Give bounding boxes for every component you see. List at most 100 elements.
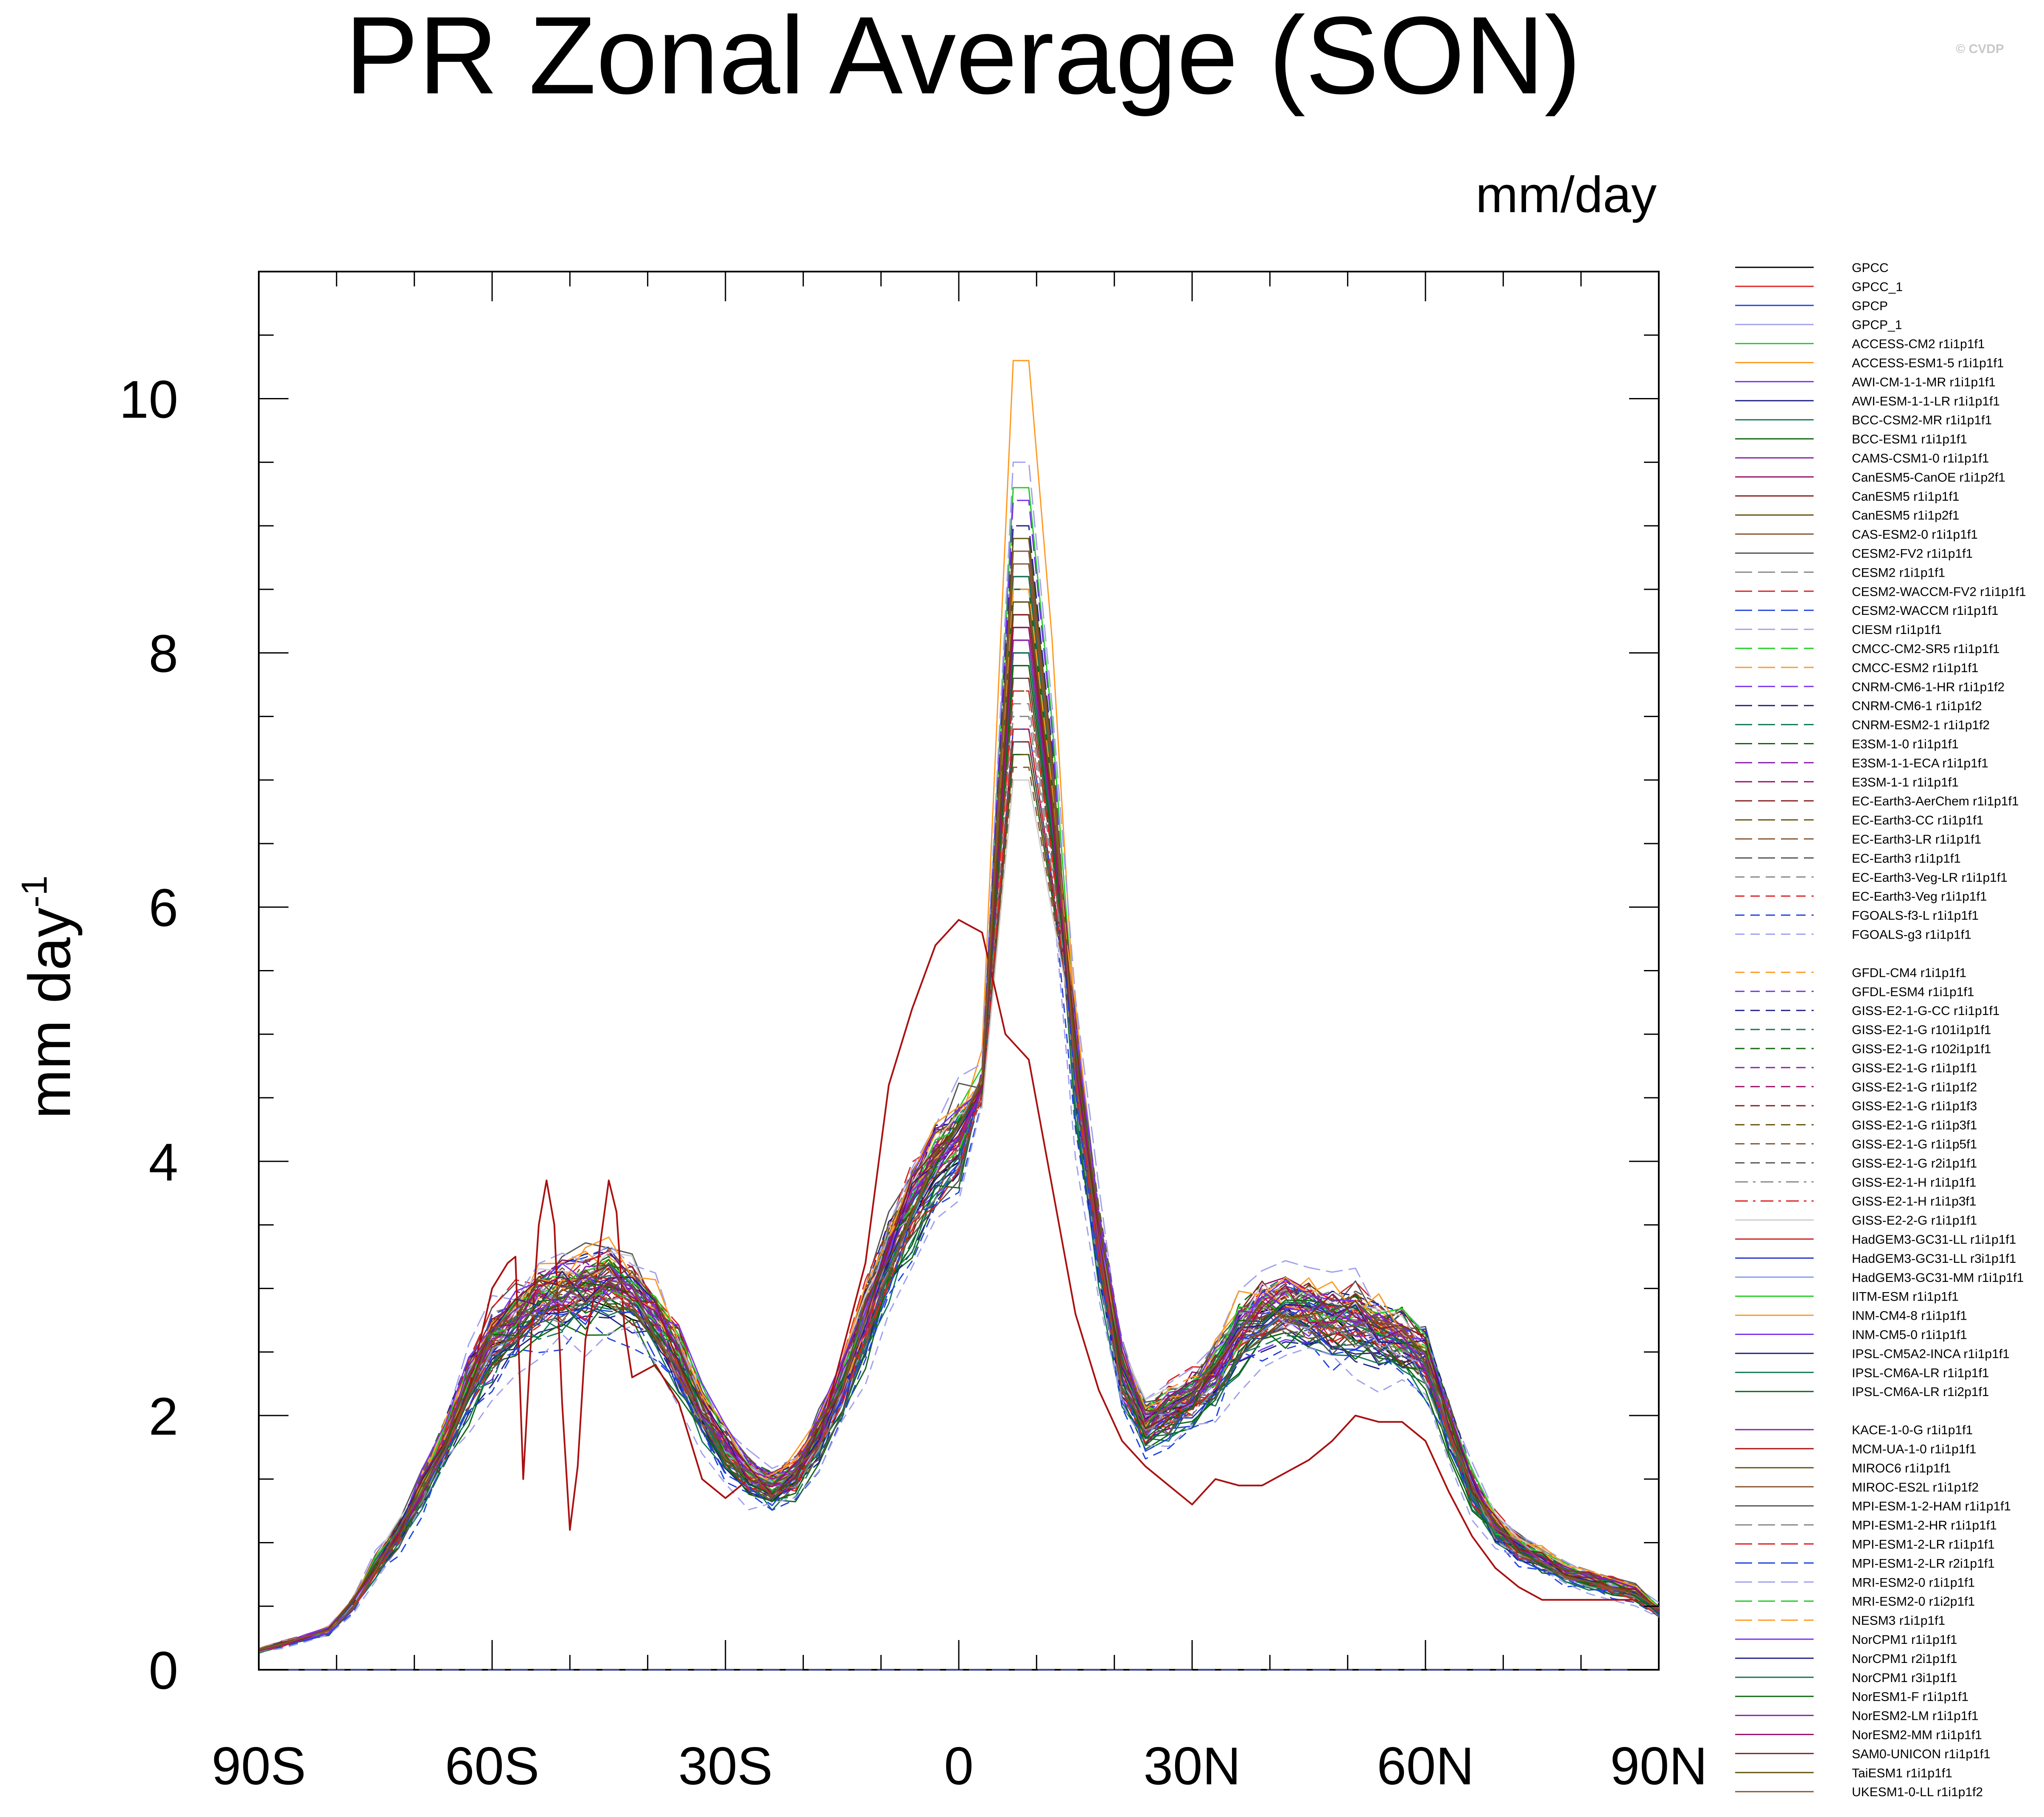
y-tick-label: 4: [148, 1133, 178, 1192]
series-line: [258, 715, 1660, 1650]
legend-label: CanESM5 r1i1p2f1: [1852, 509, 1959, 523]
axis-ticks: 0 2 4 6 8 10 90S 60S 30S 0 30N 60N 90N: [119, 271, 1708, 1796]
chart-title: PR Zonal Average (SON): [345, 0, 1581, 118]
x-tick-label: 60N: [1377, 1737, 1474, 1796]
series-line: [258, 754, 1660, 1651]
series-line: [258, 538, 1659, 1652]
legend-label: IPSL-CM6A-LR r1i1p1f1: [1852, 1366, 1989, 1380]
legend-label: MIROC6 r1i1p1f1: [1852, 1461, 1951, 1475]
legend-label: KACE-1-0-G r1i1p1f1: [1852, 1423, 1973, 1437]
legend-label: E3SM-1-1-ECA r1i1p1f1: [1852, 756, 1988, 770]
legend-label: E3SM-1-0 r1i1p1f1: [1852, 737, 1959, 751]
y-tick-label: 6: [148, 879, 178, 938]
legend-label: GPCC: [1852, 261, 1889, 275]
legend-label: MIROC-ES2L r1i1p1f2: [1852, 1481, 1979, 1495]
legend-label: CESM2-WACCM r1i1p1f1: [1852, 604, 1999, 618]
legend-label: IPSL-CM6A-LR r1i2p1f1: [1852, 1385, 1989, 1399]
legend-label: CESM2 r1i1p1f1: [1852, 566, 1945, 580]
x-tick-label: 0: [944, 1737, 974, 1796]
legend-label: GFDL-CM4 r1i1p1f1: [1852, 966, 1966, 980]
legend-label: GISS-E2-1-G r2i1p1f1: [1852, 1156, 1977, 1170]
legend-label: GPCP_1: [1852, 318, 1902, 332]
legend-label: UKESM1-0-LL r1i1p1f2: [1852, 1785, 1983, 1799]
legend-label: BCC-CSM2-MR r1i1p1f1: [1852, 413, 1992, 427]
series-line: [258, 652, 1659, 1652]
legend-label: NorCPM1 r2i1p1f1: [1852, 1652, 1957, 1666]
legend-label: INM-CM4-8 r1i1p1f1: [1852, 1309, 1967, 1323]
x-tick-label: 90N: [1610, 1737, 1707, 1796]
legend-label: CMCC-ESM2 r1i1p1f1: [1852, 661, 1978, 675]
legend-label: AWI-CM-1-1-MR r1i1p1f1: [1852, 375, 1996, 389]
legend-label: EC-Earth3-CC r1i1p1f1: [1852, 813, 1983, 827]
legend-label: E3SM-1-1 r1i1p1f1: [1852, 775, 1959, 789]
series-line: [258, 538, 1659, 1652]
legend-label: NorESM2-LM r1i1p1f1: [1852, 1709, 1978, 1723]
legend-label: NorCPM1 r3i1p1f1: [1852, 1671, 1957, 1685]
y-tick-label: 2: [148, 1387, 178, 1446]
y-axis-label-text: mm day: [16, 908, 83, 1119]
legend-label: BCC-ESM1 r1i1p1f1: [1852, 432, 1967, 446]
x-tick-label: 30N: [1143, 1737, 1240, 1796]
series-line: [258, 919, 1659, 1652]
legend-label: CNRM-CM6-1 r1i1p1f2: [1852, 699, 1982, 713]
units-label: mm/day: [1476, 166, 1657, 223]
series-line: [258, 614, 1659, 1651]
series-line: [258, 754, 1659, 1649]
legend-label: EC-Earth3-Veg r1i1p1f1: [1852, 890, 1987, 904]
series-line: [258, 741, 1660, 1652]
series-line: [258, 652, 1659, 1651]
legend-label: TaiESM1 r1i1p1f1: [1852, 1766, 1952, 1780]
legend-label: GISS-E2-1-G r1i1p1f3: [1852, 1099, 1977, 1113]
series-line: [258, 639, 1660, 1651]
x-tick-label: 30S: [678, 1737, 773, 1796]
legend-label: IPSL-CM5A2-INCA r1i1p1f1: [1852, 1347, 2010, 1361]
legend-label: MCM-UA-1-0 r1i1p1f1: [1852, 1442, 1976, 1456]
series-line: [258, 576, 1659, 1650]
legend-label: HadGEM3-GC31-MM r1i1p1f1: [1852, 1271, 2024, 1285]
series-line: [258, 766, 1660, 1651]
legend-label: IITM-ESM r1i1p1f1: [1852, 1290, 1959, 1304]
series-line: [258, 576, 1660, 1651]
legend: GPCC GPCC_1 GPCP GPCP_1 ACCESS-CM2 r1i1p1f1 A…: [1735, 261, 2026, 1799]
series-line: [258, 728, 1659, 1650]
legend-label: NorESM2-MM r1i1p1f1: [1852, 1728, 1982, 1742]
series-line: [258, 741, 1660, 1649]
legend-label: CNRM-CM6-1-HR r1i1p1f2: [1852, 680, 2005, 694]
series-line: [258, 741, 1659, 1650]
series-line: [258, 563, 1659, 1651]
y-axis-label: mm day-1: [14, 875, 83, 1119]
y-tick-label: 10: [119, 370, 178, 429]
plot-border: [258, 271, 1660, 1671]
legend-label: EC-Earth3-LR r1i1p1f1: [1852, 833, 1981, 847]
x-tick-label: 60S: [445, 1737, 539, 1796]
legend-label: CIESM r1i1p1f1: [1852, 623, 1942, 637]
legend-label: CAMS-CSM1-0 r1i1p1f1: [1852, 451, 1989, 465]
legend-label: GISS-E2-1-G r102i1p1f1: [1852, 1042, 1991, 1056]
series-line: [258, 652, 1659, 1652]
legend-label: CESM2-FV2 r1i1p1f1: [1852, 547, 1973, 561]
series-line: [258, 525, 1660, 1652]
legend-label: CanESM5-CanOE r1i1p2f1: [1852, 471, 2005, 485]
series-line: [258, 614, 1659, 1652]
series-line: [258, 703, 1659, 1652]
series-line: [258, 652, 1659, 1651]
legend-label: EC-Earth3-AerChem r1i1p1f1: [1852, 794, 2019, 808]
legend-label: HadGEM3-GC31-LL r1i1p1f1: [1852, 1233, 2016, 1247]
legend-label: GISS-E2-1-G r1i1p1f1: [1852, 1061, 1977, 1075]
legend-label: CMCC-CM2-SR5 r1i1p1f1: [1852, 642, 1999, 656]
legend-label: FGOALS-f3-L r1i1p1f1: [1852, 909, 1979, 923]
legend-label: NESM3 r1i1p1f1: [1852, 1614, 1945, 1628]
legend-label: MRI-ESM2-0 r1i1p1f1: [1852, 1576, 1975, 1590]
legend-label: GISS-E2-1-G r1i1p3f1: [1852, 1119, 1977, 1133]
legend-label: MPI-ESM1-2-LR r2i1p1f1: [1852, 1556, 1995, 1570]
legend-label: GPCP: [1852, 299, 1888, 313]
legend-label: NorESM1-F r1i1p1f1: [1852, 1690, 1968, 1704]
series-line: [258, 550, 1659, 1650]
legend-label: SAM0-UNICON r1i1p1f1: [1852, 1747, 1991, 1761]
legend-label: ACCESS-ESM1-5 r1i1p1f1: [1852, 356, 2004, 370]
watermark: © CVDP: [1956, 42, 2004, 56]
series-line: [258, 741, 1659, 1653]
series-line: [258, 499, 1660, 1651]
series-line: [258, 728, 1659, 1652]
